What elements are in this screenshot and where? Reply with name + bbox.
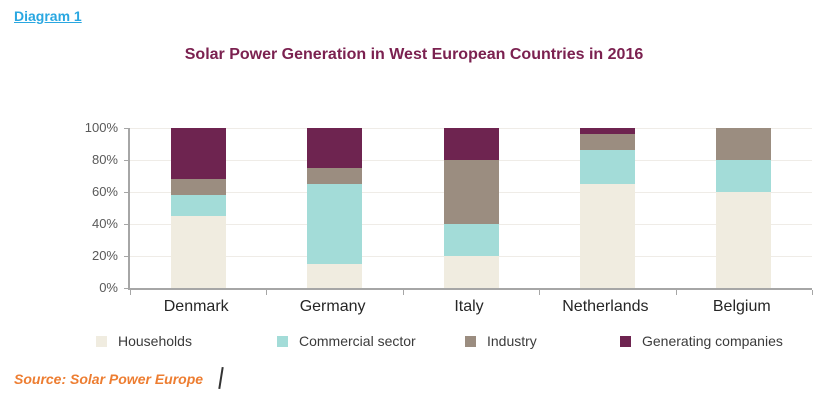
x-axis-tick: [812, 290, 813, 295]
bar-segment: [443, 224, 499, 256]
y-axis-tick: [124, 256, 128, 257]
y-axis-tick: [124, 128, 128, 129]
bar-segment: [307, 264, 363, 288]
bar-segment: [716, 160, 772, 192]
legend-label: Industry: [487, 333, 537, 349]
bar-segment: [170, 179, 226, 196]
y-tick-label: 40%: [91, 216, 118, 231]
chart-legend: Households Commercial sector Industry Gener…: [0, 333, 828, 353]
legend-swatch-icon: [620, 335, 631, 347]
x-axis-labels: Denmark Germany Italy Netherlands Belgium: [128, 298, 810, 320]
legend-swatch-icon: [96, 335, 107, 347]
text-cursor: [218, 366, 224, 390]
x-category-label: Belgium: [712, 298, 771, 315]
bar-segment: [307, 184, 363, 264]
bar-segment: [443, 160, 499, 224]
y-tick-label: 0%: [99, 280, 118, 295]
y-axis-tick: [124, 192, 128, 193]
y-tick-label: 20%: [91, 248, 118, 263]
y-tick-label: 100%: [84, 120, 118, 135]
x-category-label: Italy: [454, 298, 484, 315]
x-axis-tick: [402, 290, 404, 295]
bar-segment: [579, 128, 635, 135]
source-citation: Source: Solar Power Europe: [14, 371, 204, 387]
x-category-label: Netherlands: [562, 298, 649, 315]
x-category-label: Denmark: [163, 298, 229, 315]
x-category-label: Germany: [299, 298, 366, 315]
bar-segment: [307, 128, 363, 168]
legend-swatch-icon: [465, 335, 476, 347]
y-axis-tick: [124, 224, 128, 225]
legend-item: Commercial sector: [277, 333, 416, 349]
legend-item: Households: [96, 333, 192, 349]
diagram-number-link[interactable]: Diagram 1: [14, 8, 82, 24]
bar-segment: [443, 256, 499, 288]
bar-segment: [579, 150, 635, 184]
bar-segment: [443, 128, 499, 160]
legend-label: Commercial sector: [299, 333, 416, 349]
y-axis-tick: [124, 288, 128, 289]
bar-segment: [716, 128, 772, 160]
stacked-bar-belgium: [716, 128, 772, 288]
stacked-bar-germany: [307, 128, 363, 288]
bar-segment: [307, 168, 363, 184]
legend-label: Generating companies: [642, 333, 783, 349]
bar-segment: [716, 192, 772, 288]
stacked-bar-denmark: [170, 128, 226, 288]
bar-segment: [579, 184, 635, 288]
stacked-bar-netherlands: [579, 128, 635, 288]
bar-segment: [579, 134, 635, 151]
y-axis-tick: [124, 160, 128, 161]
legend-swatch-icon: [277, 335, 288, 347]
bar-segment: [170, 128, 226, 180]
x-axis-tick: [539, 290, 541, 295]
bar-segment: [170, 216, 226, 288]
legend-item: Generating companies: [620, 333, 783, 349]
chart-plot-area: [124, 128, 813, 295]
legend-item: Industry: [465, 333, 537, 349]
bar-segment: [170, 195, 226, 216]
y-axis-labels: 0% 20% 40% 60% 80% 100%: [60, 120, 118, 295]
x-axis-tick: [675, 290, 677, 295]
chart-title: Solar Power Generation in West European …: [184, 46, 644, 63]
y-tick-label: 60%: [91, 184, 118, 199]
stacked-bar-italy: [443, 128, 499, 288]
y-tick-label: 80%: [91, 152, 118, 167]
x-axis-tick: [266, 290, 268, 295]
x-axis-tick: [130, 290, 131, 295]
legend-label: Households: [118, 333, 192, 349]
